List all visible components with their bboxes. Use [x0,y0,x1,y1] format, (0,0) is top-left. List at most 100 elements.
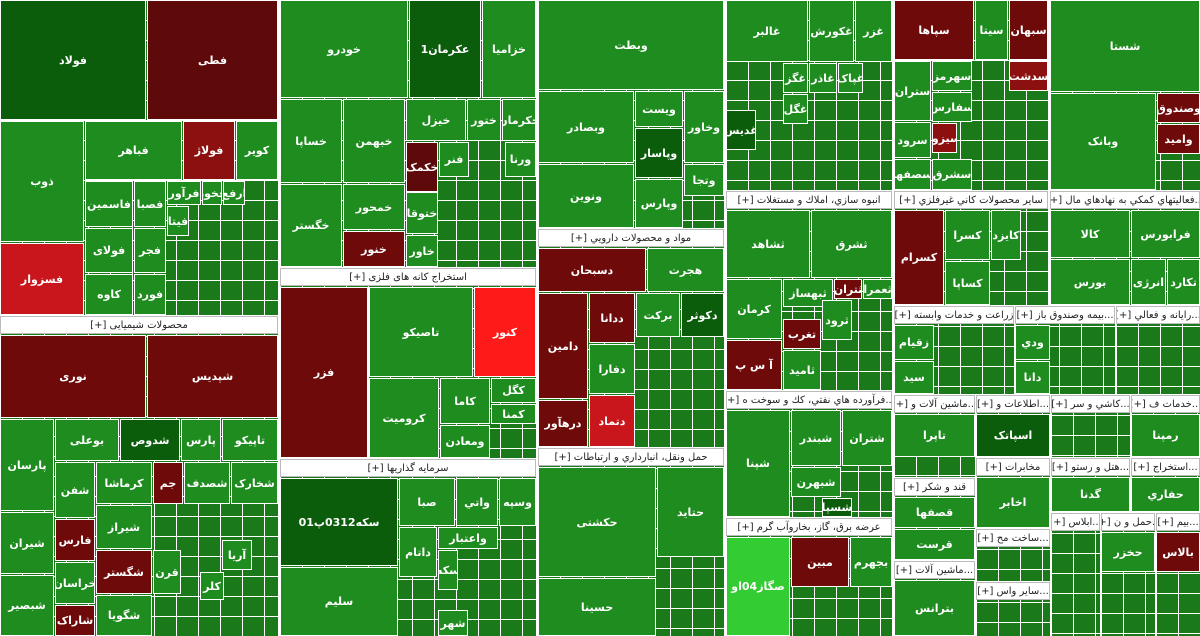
stock-tile[interactable]: کساپا [945,261,990,305]
stock-tile[interactable]: ویست [635,91,683,127]
stock-tile[interactable]: واميد [1157,124,1200,154]
stock-tile[interactable]: غگل [783,94,808,124]
stock-tile[interactable]: آ س پ [726,340,782,390]
stock-tile[interactable]: شهر [438,610,468,636]
sector-header[interactable]: ...حمل و ن [+] [1101,513,1155,531]
stock-tile[interactable]: شخارک [231,462,278,504]
stock-tile[interactable]: فرابورس [1131,210,1200,258]
stock-tile[interactable]: ثعمرا [863,279,892,299]
stock-tile[interactable]: عکرمان1 [409,0,481,98]
stock-tile[interactable]: اخابر [976,477,1050,528]
stock-tile[interactable]: شپنا [726,410,790,517]
stock-tile[interactable]: شیراز [96,505,152,549]
sector-header[interactable]: ...استخراج [+] [1131,458,1200,476]
stock-tile[interactable]: سهرمز [932,61,972,91]
stock-tile[interactable]: فصبا [134,181,166,227]
stock-tile[interactable]: وتجا [684,164,724,196]
stock-tile[interactable]: خیزل [406,99,466,141]
stock-tile[interactable]: شصدف [184,462,230,504]
stock-tile[interactable]: کرمان [726,279,782,339]
sector-header[interactable]: حمل ونقل، انبارداري و ارتباطات [+] [538,448,724,466]
stock-tile[interactable]: دکوثر [681,293,724,337]
stock-tile[interactable]: سکه [438,550,458,590]
sector-header[interactable]: ...ابلاس [+] [1051,513,1100,531]
stock-tile[interactable]: وپارس [635,179,683,228]
sector-header[interactable]: زراعت و خدمات وابسته [+] [894,306,1014,324]
stock-tile[interactable]: کگل [491,378,536,403]
stock-tile[interactable]: فباهر [85,121,182,180]
stock-tile[interactable]: وصندوق [1157,93,1200,123]
stock-tile[interactable]: غکورش [809,0,854,62]
stock-tile[interactable]: سکه0312پ01 [280,478,398,566]
stock-tile[interactable]: فخوز [202,181,222,205]
stock-tile[interactable]: ودي [1015,325,1050,360]
stock-tile[interactable]: سصفها [894,159,931,190]
stock-tile[interactable]: ذوب [0,121,84,242]
stock-tile[interactable]: زقیام [894,325,934,360]
sector-header[interactable]: ...بیم [+] [1156,513,1200,531]
stock-tile[interactable]: قرن [153,550,181,594]
stock-tile[interactable]: خکمک [406,142,438,192]
stock-tile[interactable]: کنور [474,287,536,377]
sector-header[interactable]: عرضه برق، گاز، بخاروآب گرم [+] [726,518,892,536]
stock-tile[interactable]: فیتا [167,206,189,236]
stock-tile[interactable]: واتي [456,478,498,526]
sector-header[interactable]: استخراج کانه های فلزی [+] [280,268,536,286]
stock-tile[interactable]: دامین [538,293,588,399]
stock-tile[interactable]: دتماد [589,395,635,447]
stock-tile[interactable]: خودرو [280,0,408,98]
stock-tile[interactable]: کاوه [85,274,133,315]
stock-tile[interactable]: شفن [55,462,95,518]
stock-tile[interactable]: سدشت [1009,61,1048,91]
stock-tile[interactable]: اسپاتک [976,414,1050,457]
stock-tile[interactable]: بوعلی [55,419,119,461]
stock-tile[interactable]: حسینا [538,578,656,636]
stock-tile[interactable]: نوری [0,335,146,418]
stock-tile[interactable]: خبهمن [343,99,405,183]
sector-header[interactable]: ...اطلاعات و [+] [976,395,1050,413]
stock-tile[interactable]: گدنا [1051,477,1130,512]
sector-header[interactable]: ساير محصولات كاني غيرفلزي [+] [894,191,1048,209]
sector-header[interactable]: ...فعاليتهاي كمكي به نهادهاي مال [+] [1050,191,1200,209]
stock-tile[interactable]: مبین [791,537,849,587]
stock-tile[interactable]: شتران [842,410,892,466]
stock-tile[interactable]: خمحور [343,184,405,230]
stock-tile[interactable]: غپاک [838,63,863,93]
sector-header[interactable]: قند و شکر [+] [894,478,975,496]
stock-tile[interactable]: بترانس [894,580,975,636]
stock-tile[interactable]: شیران [0,512,54,574]
stock-tile[interactable]: سلیم [280,567,398,636]
stock-tile[interactable]: سفارس [932,92,972,122]
stock-tile[interactable]: فطی [147,0,278,120]
stock-tile[interactable]: تاصیکو [369,287,473,377]
stock-tile[interactable]: شبصیر [0,575,54,636]
stock-tile[interactable]: شسپا [822,498,852,517]
sector-header[interactable]: ...هتل و رستو [+] [1051,458,1130,476]
stock-tile[interactable]: کاما [440,378,490,424]
stock-tile[interactable]: خاور [406,235,438,267]
sector-header[interactable]: ...سایر واس [+] [976,582,1050,600]
stock-tile[interactable]: دانا [1015,361,1050,394]
stock-tile[interactable]: غالبر [726,0,808,62]
sector-header[interactable]: ...کاشي و سر [+] [1051,395,1130,413]
stock-tile[interactable]: ددانا [589,293,635,343]
stock-tile[interactable]: فولای [85,228,133,273]
stock-tile[interactable]: تاپیکو [222,419,278,461]
stock-tile[interactable]: کسرا [945,210,990,260]
stock-tile[interactable]: درهآور [538,400,588,447]
stock-tile[interactable]: غگز [783,63,808,93]
stock-tile[interactable]: حکشتی [538,467,656,577]
stock-tile[interactable]: بالاس [1156,532,1200,572]
stock-tile[interactable]: ومعادن [440,425,490,458]
stock-tile[interactable]: سپاها [894,0,974,60]
stock-tile[interactable]: ارفع [223,181,245,205]
sector-header[interactable]: ...خدمات ف [+] [1131,395,1200,413]
stock-tile[interactable]: سبهان [1009,0,1048,60]
sector-header[interactable]: ...ساخت مح [+] [976,529,1050,547]
stock-tile[interactable]: ثشاهد [726,210,810,278]
stock-tile[interactable]: کالا [1050,210,1130,258]
stock-tile[interactable]: خنور [343,231,405,267]
stock-tile[interactable]: ونوین [538,164,634,228]
stock-tile[interactable]: کایزد [991,210,1021,260]
stock-tile[interactable]: صبا [399,478,455,526]
